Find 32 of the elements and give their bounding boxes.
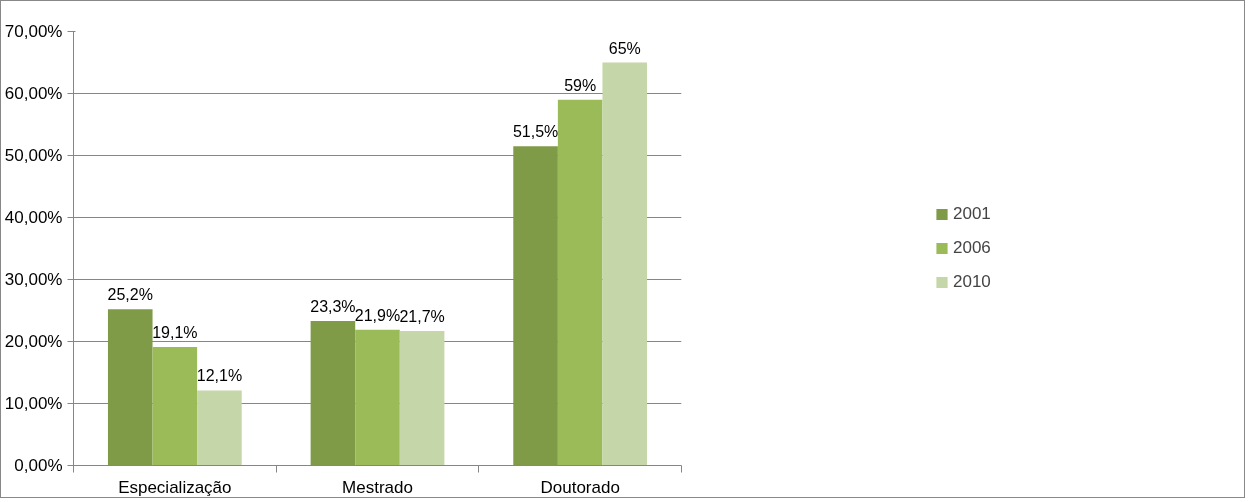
y-tick-label: 60,00% [4,84,63,103]
data-label: 19,1% [152,324,198,342]
data-label: 65% [608,39,641,57]
data-label: 51,5% [512,123,559,141]
y-tick-label: 0,00% [14,456,63,475]
bar [602,62,648,466]
legend-label: 2006 [953,238,992,258]
y-tick-label: 20,00% [4,332,63,351]
y-tick-label: 30,00% [4,270,63,289]
y-tick-label: 70,00% [4,22,63,41]
x-tick-label: Doutorado [540,477,620,497]
bar [557,99,603,466]
data-label: 12,1% [196,367,243,385]
data-label: 21,9% [354,306,401,324]
x-tick-label: Mestrado [342,477,413,497]
y-tick-label: 10,00% [4,394,63,413]
bar [310,321,356,466]
bar [399,330,445,466]
bar [513,146,558,466]
data-label: 21,7% [399,307,445,325]
data-label: 23,3% [310,298,356,316]
legend-label: 2010 [953,272,992,292]
data-label: 25,2% [107,286,153,304]
y-tick-label: 50,00% [4,146,63,165]
x-tick-label: Especialização [118,477,232,497]
bar [355,329,400,466]
data-label: 59% [564,76,597,94]
bar [197,390,242,466]
bar [152,347,198,466]
legend-label: 2001 [953,204,992,224]
bar [107,309,153,466]
y-tick-label: 40,00% [4,208,63,227]
